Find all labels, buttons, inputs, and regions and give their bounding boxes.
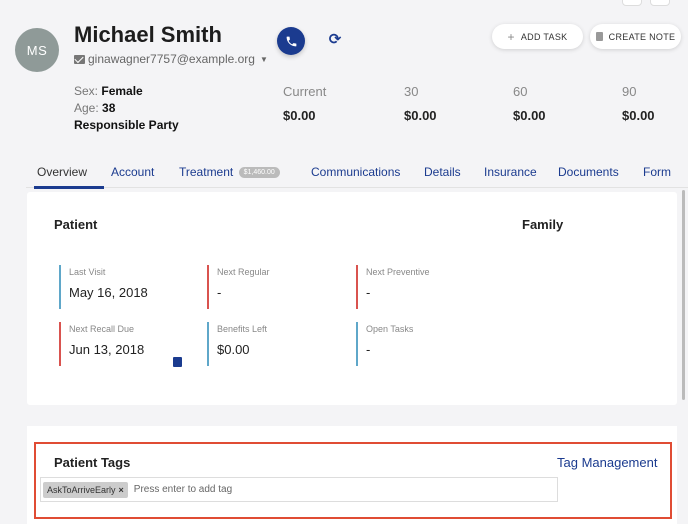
tab-bar: Overview Account Treatment $1,460.00 Com… [26,158,688,189]
stat-label: Next Recall Due [69,324,135,334]
tab-treatment[interactable]: Treatment $1,460.00 [179,165,280,179]
patient-tags-title: Patient Tags [54,455,131,470]
stat-label: Open Tasks [366,324,414,334]
balance-current: $0.00 [283,108,316,123]
window-controls [622,0,670,6]
stat-value: - [217,285,222,300]
tag-management-link[interactable]: Tag Management [557,455,658,470]
family-heading: Family [522,217,564,232]
note-icon [595,32,603,41]
refresh-icon: ⟳ [328,31,342,48]
tab-form[interactable]: Form [643,165,671,179]
stat-value: - [366,342,371,357]
stat-label: Next Regular [217,267,270,277]
email-text: ginawagner7757@example.org [88,52,255,66]
stat-open-tasks: Open Tasks - [356,322,413,366]
responsible-party: Responsible Party [74,118,179,132]
balance-header-90: 90 [622,84,637,99]
create-note-label: CREATE NOTE [608,31,676,42]
remove-tag-icon[interactable]: × [118,484,124,495]
tab-overview[interactable]: Overview [37,165,88,179]
stat-label: Last Visit [69,267,106,277]
plus-icon: + [507,29,515,44]
balance-header-60: 60 [513,84,528,99]
highlight-box [34,442,672,519]
tab-insurance[interactable]: Insurance [484,165,537,179]
scrollbar[interactable] [682,190,685,400]
tab-account[interactable]: Account [111,165,155,179]
stat-indicator [356,265,358,309]
balance-90: $0.00 [622,108,655,123]
patient-heading: Patient [54,217,98,232]
sex-value: Female [101,84,143,98]
tab-details[interactable]: Details [424,165,461,179]
stat-last-visit: Last Visit May 16, 2018 [59,265,148,309]
add-task-button[interactable]: + ADD TASK [492,24,583,49]
balance-30: $0.00 [404,108,437,123]
tag-input-box[interactable]: AskToArriveEarly × [40,477,558,502]
tab-documents[interactable]: Documents [558,165,619,179]
create-note-button[interactable]: CREATE NOTE [590,24,681,49]
stat-indicator [59,265,61,309]
stat-indicator [207,265,209,309]
stat-indicator [59,322,61,366]
age-row: Age: 38 [74,100,179,117]
stat-value: - [366,285,371,300]
age-label: Age: [74,101,99,115]
balance-header-30: 30 [404,84,419,99]
treatment-amount-badge: $1,460.00 [238,167,280,178]
stat-next-preventive: Next Preventive - [356,265,430,309]
tag-chip[interactable]: AskToArriveEarly × [43,481,128,498]
stat-value: Jun 13, 2018 [69,342,145,357]
stat-label: Benefits Left [217,324,268,334]
avatar: MS [15,28,59,72]
stat-label: Next Preventive [366,267,430,277]
clipboard-icon[interactable] [173,357,182,367]
mail-icon [74,54,85,64]
chevron-down-icon: ▼ [259,54,268,64]
tab-communications[interactable]: Communications [311,165,401,179]
stat-indicator [207,322,209,366]
overview-card: Patient Family Last Visit May 16, 2018 N… [27,192,677,405]
balance-header-current: Current [283,84,327,99]
sex-row: Sex: Female [74,83,179,100]
add-task-label: ADD TASK [520,31,568,42]
age-value: 38 [102,101,116,115]
stat-indicator [356,322,358,366]
sync-button[interactable]: ⟳ [326,30,344,48]
email-selector[interactable]: ginawagner7757@example.org ▼ [74,52,268,66]
active-tab-indicator [34,186,104,189]
patient-info: Sex: Female Age: 38 Responsible Party [74,83,179,134]
tab-treatment-label: Treatment [179,165,234,179]
stat-next-recall-due: Next Recall Due Jun 13, 2018 [59,322,144,366]
stat-value: May 16, 2018 [69,285,148,300]
corner-button[interactable] [650,0,670,6]
phone-icon [286,36,296,46]
stat-next-regular: Next Regular - [207,265,270,309]
corner-button[interactable] [622,0,642,6]
stat-benefits-left: Benefits Left $0.00 [207,322,267,366]
sex-label: Sex: [74,84,99,98]
tag-input[interactable] [133,484,434,495]
call-button[interactable] [277,27,305,55]
patient-name: Michael Smith [74,22,222,47]
balance-60: $0.00 [513,108,546,123]
tag-chip-label: AskToArriveEarly [47,484,116,495]
stat-value: $0.00 [217,342,250,357]
